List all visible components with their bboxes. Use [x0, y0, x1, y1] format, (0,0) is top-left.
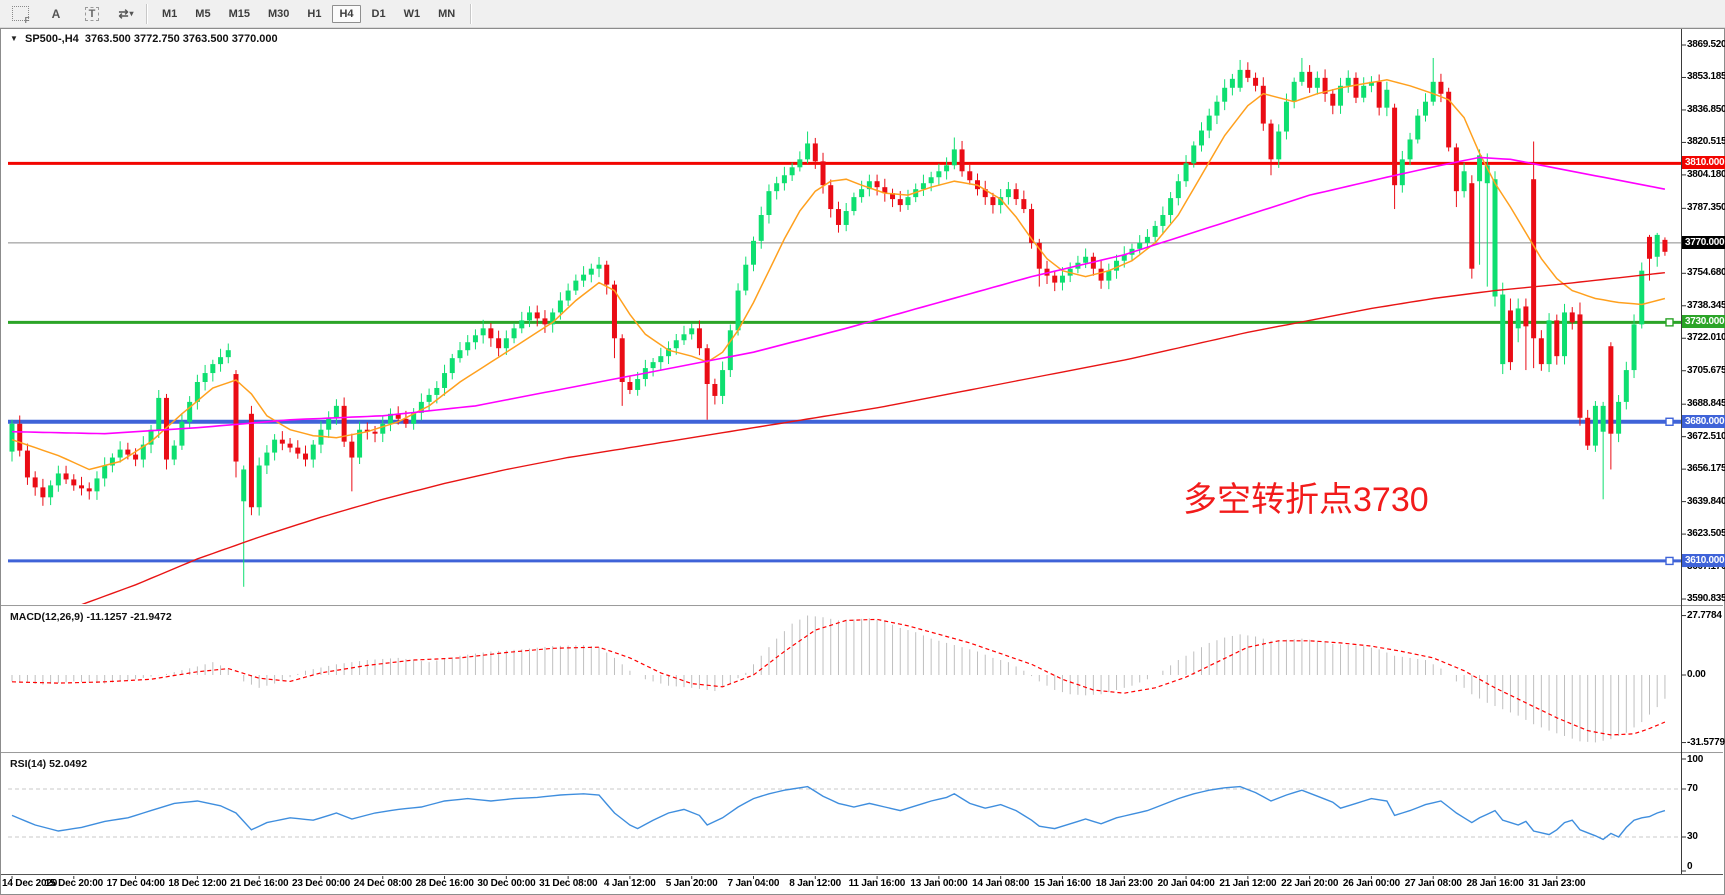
- timeframe-button-h4[interactable]: H4: [332, 4, 361, 23]
- timeframe-button-m1[interactable]: M1: [162, 7, 178, 20]
- timeframe-button-m15[interactable]: M15: [228, 7, 250, 20]
- current-price-badge: 3770.000: [1682, 235, 1725, 249]
- price-axis-label: 3869.520: [1687, 39, 1725, 50]
- date-axis-label: 23 Dec 00:00: [291, 878, 351, 889]
- macd-histogram: [11, 615, 1666, 743]
- price-line-badge: 3810.000: [1682, 156, 1725, 170]
- rsi-levels: [8, 788, 1681, 838]
- price-axis-label: 3804.180: [1687, 168, 1725, 180]
- ohlc-readout: 3763.500 3772.750 3763.500 3770.000: [84, 33, 278, 45]
- date-axis-label: 11 Jan 16:00: [848, 878, 906, 889]
- toolbar-separator: [146, 3, 147, 24]
- timeframe-button-h1[interactable]: H1: [307, 7, 322, 20]
- date-axis-label: 15 Jan 16:00: [1033, 878, 1092, 889]
- price-line-badge: 3610.000: [1682, 553, 1725, 567]
- pane-separator-rsi[interactable]: [1, 752, 1723, 754]
- toolbar-separator: [470, 3, 472, 24]
- price-axis-label: 3836.850: [1687, 103, 1725, 115]
- rsi-axis-label: 100: [1687, 754, 1704, 765]
- chart-text-annotation[interactable]: 多空转折点3730: [1183, 481, 1429, 519]
- dropdown-caret-icon[interactable]: ▾: [129, 9, 134, 18]
- hline-handle-icon[interactable]: [1665, 318, 1674, 327]
- text-label-tool-icon[interactable]: A: [51, 6, 61, 21]
- date-axis-label: 24 Dec 08:00: [353, 878, 412, 889]
- date-axis-label: 30 Dec 00:00: [477, 878, 536, 889]
- rsi-label: RSI(14) 52.0492: [10, 758, 88, 770]
- pane-separator-macd[interactable]: [1, 605, 1723, 607]
- price-axis-label: 3787.350: [1687, 202, 1725, 214]
- date-axis-label: 26 Jan 00:00: [1342, 878, 1401, 889]
- timeframe-button-w1[interactable]: W1: [403, 7, 421, 20]
- price-axis-label: 3590.835: [1687, 593, 1725, 605]
- rsi-value: 52.0492: [49, 758, 88, 770]
- rsi-line: [11, 785, 1666, 841]
- rsi-axis-label: 0: [1687, 861, 1693, 872]
- date-axis-label: 5 Jan 20:00: [665, 878, 718, 889]
- candlestick-layer: [9, 57, 1668, 587]
- top-toolbar: F A T ⇄ ▾ M1 M5 M15 M30 H1 H4 D1 W1 MN: [0, 0, 1725, 28]
- date-axis-label: 7 Jan 04:00: [727, 878, 780, 889]
- price-axis-label: 3705.675: [1687, 364, 1725, 376]
- price-axis-label: 3853.185: [1687, 71, 1725, 83]
- objects-arrows-icon[interactable]: ⇄ ▾: [118, 6, 134, 21]
- date-axis-label: 17 Dec 04:00: [106, 878, 165, 889]
- ma-mid-magenta-line: [11, 156, 1666, 435]
- macd-axis-label: 27.7784: [1687, 609, 1722, 621]
- price-line-badge: 3730.000: [1682, 315, 1725, 329]
- price-axis-label: 3754.680: [1687, 267, 1725, 279]
- chart-title: ▼ SP500-,H4 3763.500 3772.750 3763.500 3…: [10, 33, 278, 45]
- date-axis-label: 8 Jan 12:00: [789, 878, 842, 889]
- date-axis-label: 20 Jan 04:00: [1157, 878, 1215, 889]
- macd-axis-label: -31.5779: [1687, 736, 1725, 748]
- macd-values: -11.1257 -21.9472: [86, 611, 172, 623]
- collapse-triangle-icon[interactable]: ▼: [10, 34, 18, 43]
- date-axis-label: 18 Jan 23:00: [1095, 878, 1153, 889]
- price-axis-label: 3672.510: [1687, 430, 1725, 442]
- ma-slow-red-line: [81, 272, 1665, 604]
- macd-label: MACD(12,26,9) -11.1257 -21.9472: [10, 611, 172, 623]
- text-box-tool-icon[interactable]: T: [80, 4, 104, 24]
- date-axis-label: 31 Dec 08:00: [539, 878, 598, 889]
- rsi-axis-label: 30: [1687, 831, 1698, 842]
- date-axis-label: 22 Jan 20:00: [1281, 878, 1339, 889]
- date-axis-label: 18 Dec 12:00: [168, 878, 227, 889]
- chart-window: [0, 28, 1725, 895]
- date-axis-line: [1, 874, 1723, 876]
- price-axis-label: 3722.010: [1687, 332, 1725, 344]
- price-axis-label: 3623.505: [1687, 528, 1725, 540]
- price-axis-label: 3738.345: [1687, 299, 1725, 311]
- macd-axis-label: 0.00: [1687, 669, 1706, 680]
- hline-handle-icon[interactable]: [1665, 417, 1674, 426]
- date-axis-label: 21 Jan 12:00: [1219, 878, 1277, 889]
- price-line-badge: 3680.000: [1682, 414, 1725, 428]
- date-axis-label: 4 Jan 12:00: [603, 878, 656, 889]
- date-axis-label: 13 Jan 00:00: [910, 878, 968, 889]
- timeframe-button-m5[interactable]: M5: [195, 7, 211, 20]
- price-axis-label: 3639.840: [1687, 495, 1725, 507]
- date-axis-label: 31 Jan 23:00: [1528, 878, 1586, 889]
- macd-signal-line: [11, 618, 1666, 736]
- timeframe-button-m30[interactable]: M30: [267, 7, 290, 20]
- symbol-period: SP500-,H4: [24, 33, 79, 45]
- date-axis-label: 28 Dec 16:00: [415, 878, 474, 889]
- date-axis-label: 14 Jan 08:00: [972, 878, 1030, 889]
- date-axis-label: 15 Dec 20:00: [44, 878, 103, 889]
- rsi-axis-label: 70: [1687, 783, 1698, 794]
- price-axis-label: 3820.515: [1687, 136, 1725, 148]
- date-axis-label: 27 Jan 08:00: [1404, 878, 1462, 889]
- price-axis-label: 3688.845: [1687, 398, 1725, 410]
- ma-fast-orange-line: [11, 79, 1666, 471]
- price-axis-label: 3656.175: [1687, 463, 1725, 475]
- price-axis-border: [1681, 29, 1682, 874]
- date-axis-label: 21 Dec 16:00: [230, 878, 289, 889]
- date-axis-label: 14 Dec 2020: [2, 878, 58, 889]
- crosshair-config-icon[interactable]: F: [8, 4, 32, 25]
- timeframe-button-d1[interactable]: D1: [371, 7, 386, 20]
- date-axis-label: 28 Jan 16:00: [1466, 878, 1524, 889]
- hline-handle-icon[interactable]: [1665, 556, 1674, 566]
- timeframe-button-mn[interactable]: MN: [438, 7, 456, 20]
